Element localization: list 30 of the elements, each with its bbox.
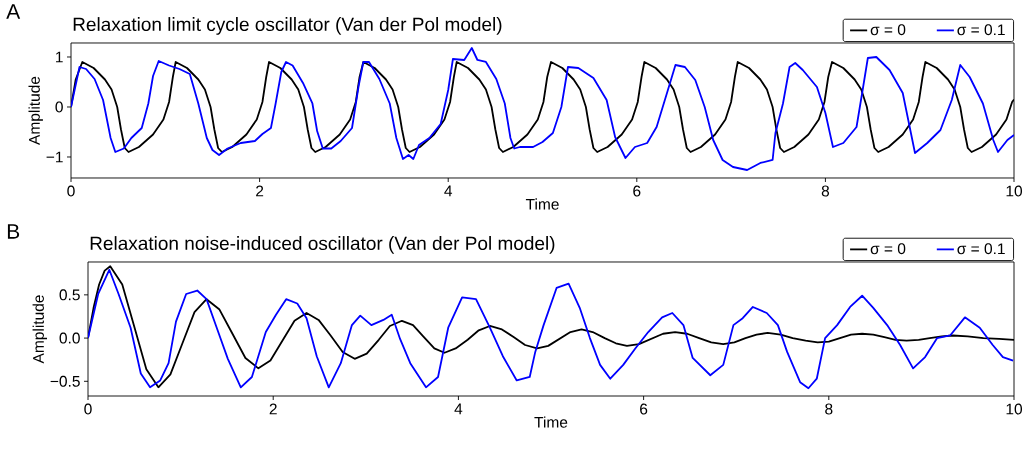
chart-title: Relaxation limit cycle oscillator (Van der Pol model) [73, 17, 502, 35]
legend-label: σ = 0 [870, 243, 906, 255]
x-tick-label: 10 [1006, 403, 1023, 415]
x-tick-label: 10 [1006, 185, 1023, 197]
text: B [7, 224, 20, 239]
x-tick-label: 8 [825, 403, 833, 415]
y-tick-label: 0.0 [59, 332, 80, 344]
line-series [71, 47, 1015, 171]
x-tick-label: 6 [640, 403, 648, 415]
legend-label: σ = 0.1 [957, 243, 1005, 255]
text: A [6, 4, 21, 19]
y-tick-label: 0 [55, 101, 63, 113]
x-axis-title: Time [534, 416, 568, 428]
chart-title: Relaxation noise-induced oscillator (Van der Pol model) [90, 236, 555, 254]
x-tick-label: 2 [269, 403, 277, 415]
x-axis-title: Time [525, 198, 559, 210]
x-tick-label: 0 [84, 403, 92, 415]
x-tick-label: 2 [256, 185, 264, 197]
x-tick-label: 8 [821, 185, 830, 197]
legend-label: σ = 0 [870, 24, 906, 36]
x-tick-label: 6 [633, 185, 641, 197]
y-tick-label: 1 [56, 51, 63, 63]
legend-label: σ = 0.1 [957, 24, 1005, 36]
y-tick-label: −0.5 [50, 375, 80, 387]
y-axis-title: Amplitude [32, 295, 47, 364]
x-tick-label: 4 [454, 403, 463, 415]
y-axis-title: Amplitude [28, 76, 43, 145]
y-tick-label: 0.5 [59, 289, 80, 301]
x-tick-label: 4 [444, 185, 453, 197]
y-tick-label: −1 [46, 151, 63, 163]
